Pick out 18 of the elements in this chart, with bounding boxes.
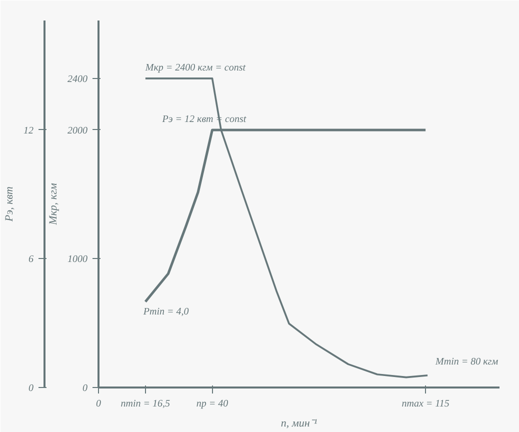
series-label: Мкр = 2400 кгм = const [144, 62, 246, 74]
y2-tick-label: 6 [28, 254, 34, 266]
x-tick-label: np = 40 [196, 398, 228, 410]
line-series [144, 78, 428, 378]
y-axis-title: Мкр, кгм [48, 183, 60, 226]
x-tick-label: nmax = 115 [402, 398, 450, 410]
y-tick-label: 1000 [68, 254, 88, 266]
x-tick-label: nmin = 16,5 [120, 398, 170, 410]
y2-axis-title: Pэ, квт [4, 186, 16, 222]
annotation: Pmin = 4,0 [142, 306, 189, 318]
x-tick-label: 0 [96, 398, 101, 410]
y2-tick-label: 0 [28, 383, 34, 394]
annotation: Mmin = 80 кгм [434, 356, 499, 368]
y-tick-label: 0 [82, 383, 88, 394]
y-tick-label: 2000 [68, 125, 88, 136]
y-tick-label: 2400 [68, 74, 88, 85]
y2-tick-label: 12 [24, 125, 34, 136]
x-axis-title: n, мин⁻¹ [280, 418, 318, 430]
